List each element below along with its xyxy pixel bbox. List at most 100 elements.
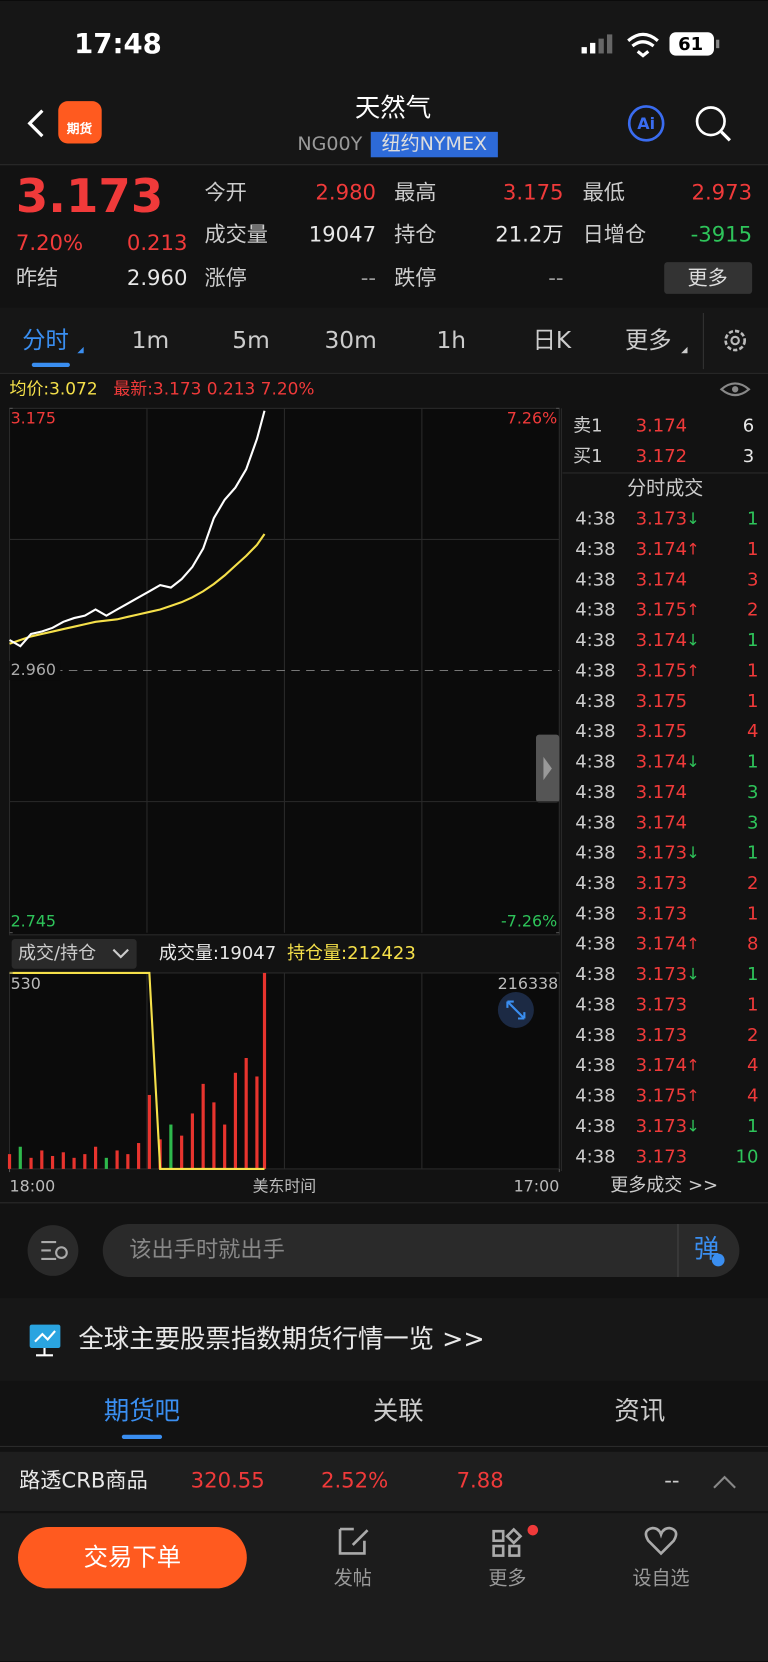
field-label: 持仓	[394, 222, 436, 247]
tab[interactable]: 1h	[436, 327, 466, 354]
field-value: --	[548, 265, 563, 290]
volume-bar	[72, 1157, 76, 1169]
tab[interactable]: 30m	[324, 327, 376, 354]
trade-direction: ↓	[686, 843, 699, 862]
futures-logo	[58, 101, 102, 144]
tab[interactable]: 1m	[132, 327, 170, 354]
trade-qty: 3	[747, 812, 758, 833]
ticker-change-pct: 2.52%	[321, 1467, 388, 1492]
trade-price: 3.173	[636, 903, 688, 924]
trade-direction: ↑	[686, 600, 699, 619]
trade-direction: ↓	[686, 509, 699, 528]
banner-text[interactable]: 全球主要股票指数期货行情一览 >>	[78, 1324, 484, 1354]
section-tab[interactable]: 关联	[373, 1396, 424, 1426]
comment-mode-dot	[55, 1246, 68, 1259]
volume-bar	[244, 1057, 248, 1169]
trade-time: 4:38	[575, 903, 615, 924]
field-value: --	[361, 265, 376, 290]
watchlist-icon	[644, 1526, 678, 1556]
trade-time: 4:38	[575, 1025, 615, 1046]
notification-dot	[527, 1524, 539, 1536]
change: 0.213	[127, 230, 188, 255]
trade-qty: 1	[747, 509, 758, 530]
trade-time: 4:38	[575, 873, 615, 894]
trade-price: 3.175	[636, 721, 688, 742]
comment-mode-button[interactable]	[27, 1225, 79, 1276]
ticker-extra: --	[664, 1467, 679, 1492]
exchange-highlight	[370, 131, 498, 158]
more-button[interactable]	[664, 262, 753, 294]
fullscreen-icon	[506, 1000, 526, 1020]
settings-core	[730, 335, 740, 346]
field-label: 涨停	[204, 265, 246, 290]
volume-bar	[201, 1083, 205, 1169]
trade-price: 3.174	[636, 1055, 688, 1076]
nav-item[interactable]: 更多	[488, 1567, 526, 1589]
trade-price: 3.174	[636, 569, 688, 590]
trade-qty: 2	[747, 1025, 758, 1046]
trade-time: 4:38	[575, 1086, 615, 1107]
section-tab[interactable]: 资讯	[614, 1396, 665, 1426]
y-tick-label: 530	[11, 974, 41, 993]
latest-price: 最新:3.173 0.213 7.20%	[113, 378, 314, 398]
x-tick-label: 17:00	[514, 1176, 560, 1195]
trade-qty: 1	[747, 843, 758, 864]
trade-direction: ↓	[686, 1116, 699, 1135]
trade-time: 4:38	[575, 660, 615, 681]
trade-time: 4:38	[575, 630, 615, 651]
title: 天然气	[355, 93, 431, 123]
y-tick-label: 2.745	[11, 912, 56, 931]
trade-qty: 2	[747, 600, 758, 621]
volume-bar	[50, 1155, 55, 1169]
tab[interactable]: 日K	[533, 327, 572, 354]
volume-bar	[18, 1146, 22, 1169]
search-button[interactable]	[695, 106, 726, 137]
order-button[interactable]	[18, 1526, 247, 1589]
eye-icon[interactable]	[719, 382, 751, 397]
selector-button[interactable]	[11, 939, 137, 969]
nav-item[interactable]: 发帖	[334, 1567, 372, 1589]
more-trades[interactable]: 更多成交 >>	[610, 1175, 718, 1196]
comment-input[interactable]	[102, 1224, 740, 1277]
trade-qty: 1	[747, 994, 758, 1015]
trade-direction: ↑	[686, 934, 699, 953]
field-label: 跌停	[394, 265, 436, 290]
price: 3.173	[16, 169, 163, 223]
expand-arrow	[543, 756, 552, 781]
trade-time: 4:38	[575, 600, 615, 621]
trade-qty: 1	[747, 539, 758, 560]
tab[interactable]: 5m	[232, 327, 270, 354]
code: NG00Y	[297, 133, 362, 155]
more-icon	[492, 1527, 523, 1557]
nav-item[interactable]: 设自选	[632, 1567, 689, 1589]
trade-price: 3.173	[636, 509, 688, 530]
book-price: 3.172	[636, 446, 688, 467]
trade-time: 4:38	[575, 1055, 615, 1076]
prev-label: 昨结	[16, 265, 58, 290]
field-value: 19047	[309, 222, 376, 247]
logo-text: 期货	[67, 121, 93, 136]
field-label: 今开	[204, 179, 246, 204]
ai-button[interactable]	[627, 105, 665, 142]
trade-qty: 1	[747, 630, 758, 651]
ticker-change: 7.88	[457, 1467, 504, 1492]
open-interest-total: 持仓量:212423	[287, 943, 416, 964]
ticker-price: 320.55	[191, 1467, 265, 1492]
banner-bg	[0, 1298, 768, 1381]
volume-bar	[180, 1135, 184, 1169]
settings-icon[interactable]	[724, 329, 747, 352]
trade-price: 3.173	[636, 843, 688, 864]
tab[interactable]: 更多	[625, 327, 672, 354]
section-tab[interactable]: 期货吧	[104, 1396, 180, 1426]
tab[interactable]: 分时	[22, 327, 69, 354]
volume-bar	[212, 1102, 216, 1169]
back-button[interactable]	[27, 109, 44, 138]
trade-time: 4:38	[575, 994, 615, 1015]
volume-bar	[147, 1094, 151, 1169]
x-axis-label: 美东时间	[253, 1176, 317, 1195]
volume-bar	[126, 1154, 130, 1169]
collapse-caret[interactable]	[713, 1475, 736, 1489]
trade-price: 3.173	[636, 994, 688, 1015]
field-label: 最高	[394, 179, 436, 204]
